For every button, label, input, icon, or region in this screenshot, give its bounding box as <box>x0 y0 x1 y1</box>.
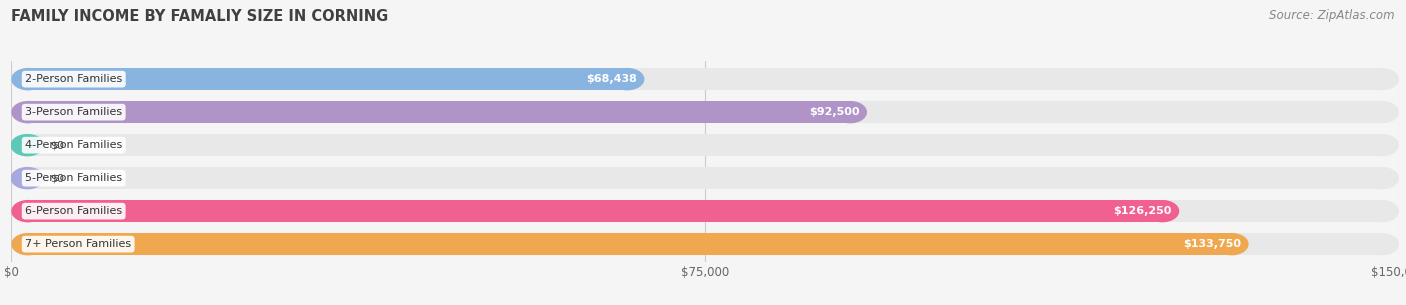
Ellipse shape <box>11 68 45 90</box>
Text: $126,250: $126,250 <box>1114 206 1171 216</box>
Text: $0: $0 <box>51 173 65 183</box>
Text: 5-Person Families: 5-Person Families <box>25 173 122 183</box>
Text: $0: $0 <box>51 140 65 150</box>
Bar <box>28 101 851 123</box>
Ellipse shape <box>1365 200 1399 222</box>
Ellipse shape <box>1146 200 1180 222</box>
Ellipse shape <box>11 167 45 189</box>
Text: 2-Person Families: 2-Person Families <box>25 74 122 84</box>
Bar <box>28 233 1232 255</box>
Text: 6-Person Families: 6-Person Families <box>25 206 122 216</box>
Ellipse shape <box>11 233 45 255</box>
Ellipse shape <box>11 101 45 123</box>
Ellipse shape <box>10 167 45 189</box>
Ellipse shape <box>1365 233 1399 255</box>
Ellipse shape <box>1365 68 1399 90</box>
Ellipse shape <box>11 233 45 255</box>
Ellipse shape <box>11 101 45 123</box>
Ellipse shape <box>10 134 45 156</box>
Ellipse shape <box>11 68 45 90</box>
Ellipse shape <box>1215 233 1249 255</box>
Text: $133,750: $133,750 <box>1184 239 1241 249</box>
Text: $68,438: $68,438 <box>586 74 637 84</box>
Ellipse shape <box>11 200 45 222</box>
Ellipse shape <box>11 134 45 156</box>
Bar <box>28 200 1382 222</box>
Text: $92,500: $92,500 <box>808 107 859 117</box>
Bar <box>28 233 1382 255</box>
Bar <box>28 68 1382 90</box>
Ellipse shape <box>1365 134 1399 156</box>
Ellipse shape <box>1365 167 1399 189</box>
Bar <box>28 200 1163 222</box>
Bar <box>28 167 1382 189</box>
Bar <box>28 68 627 90</box>
Ellipse shape <box>1365 101 1399 123</box>
Bar <box>28 101 1382 123</box>
Text: 7+ Person Families: 7+ Person Families <box>25 239 131 249</box>
Text: 4-Person Families: 4-Person Families <box>25 140 122 150</box>
Text: Source: ZipAtlas.com: Source: ZipAtlas.com <box>1270 9 1395 22</box>
Bar <box>28 134 1382 156</box>
Text: FAMILY INCOME BY FAMALIY SIZE IN CORNING: FAMILY INCOME BY FAMALIY SIZE IN CORNING <box>11 9 388 24</box>
Ellipse shape <box>11 200 45 222</box>
Ellipse shape <box>834 101 868 123</box>
Ellipse shape <box>610 68 644 90</box>
Text: 3-Person Families: 3-Person Families <box>25 107 122 117</box>
